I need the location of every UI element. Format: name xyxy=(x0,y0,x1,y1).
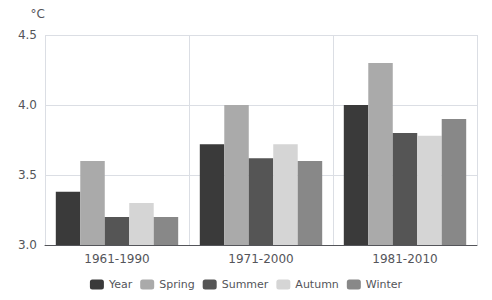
svg-text:3.5: 3.5 xyxy=(18,168,37,182)
svg-text:3.0: 3.0 xyxy=(18,238,37,252)
svg-text:1981-2010: 1981-2010 xyxy=(372,252,437,266)
svg-text:Summer: Summer xyxy=(222,278,269,291)
svg-text:4.5: 4.5 xyxy=(18,28,37,42)
svg-text:4.0: 4.0 xyxy=(18,98,37,112)
svg-text:Year: Year xyxy=(108,278,133,291)
svg-text:1971-2000: 1971-2000 xyxy=(228,252,293,266)
svg-text:1961-1990: 1961-1990 xyxy=(84,252,149,266)
svg-text:°C: °C xyxy=(31,7,45,21)
svg-text:Spring: Spring xyxy=(159,278,195,291)
svg-text:Winter: Winter xyxy=(366,278,403,291)
svg-text:Autumn: Autumn xyxy=(295,278,338,291)
